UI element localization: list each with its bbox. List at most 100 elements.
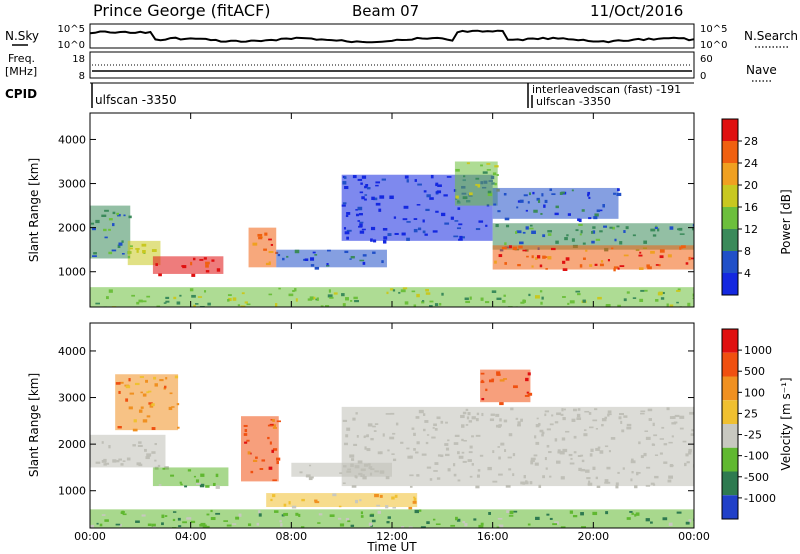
power-speckle — [567, 213, 571, 216]
velocity-speckle — [607, 414, 610, 417]
velocity-speckle — [552, 523, 558, 526]
velocity-speckle — [210, 517, 216, 521]
power-speckle — [612, 226, 615, 230]
velocity-speckle — [152, 526, 157, 528]
velocity-speckle — [270, 418, 273, 421]
velocity-colorbar — [722, 329, 738, 519]
power-speckle — [362, 261, 366, 265]
velocity-speckle — [317, 522, 321, 524]
velocity-speckle — [129, 392, 135, 395]
velocity-speckle — [548, 451, 552, 454]
power-speckle — [535, 257, 538, 260]
power-speckle — [413, 304, 417, 307]
power-speckle — [365, 184, 369, 187]
power-speckle — [227, 294, 232, 296]
power-speckle — [328, 289, 331, 293]
power-speckle — [456, 227, 462, 230]
power-speckle — [582, 299, 586, 303]
velocity-speckle — [157, 464, 161, 468]
velocity-colorbar-label: -100 — [744, 450, 769, 463]
velocity-speckle — [346, 427, 351, 431]
velocity-speckle — [557, 449, 561, 453]
power-speckle — [591, 240, 595, 244]
velocity-speckle — [151, 427, 156, 431]
power-speckle — [191, 294, 196, 298]
velocity-speckle — [508, 468, 512, 471]
power-speckle — [617, 188, 620, 192]
date-title: 11/Oct/2016 — [590, 2, 683, 20]
power-speckle — [320, 305, 324, 307]
power-speckle — [539, 290, 543, 293]
power-speckle — [244, 301, 248, 304]
power-speckle — [146, 295, 151, 298]
velocity-speckle — [663, 461, 668, 464]
power-speckle — [389, 288, 394, 291]
power-speckle — [310, 257, 315, 261]
velocity-speckle — [412, 500, 417, 504]
power-speckle — [495, 224, 499, 228]
power-speckle — [425, 292, 431, 295]
velocity-speckle — [247, 451, 251, 455]
power-speckle — [268, 293, 273, 296]
power-speckle — [577, 218, 581, 221]
velocity-speckle — [590, 448, 594, 452]
velocity-speckle — [554, 521, 559, 525]
velocity-speckle — [199, 483, 205, 488]
power-speckle — [326, 263, 329, 266]
power-speckle — [585, 249, 588, 252]
power-speckle — [619, 265, 625, 268]
power-speckle — [565, 257, 570, 261]
power-speckle — [382, 227, 388, 231]
power-colorbar-band — [722, 163, 738, 185]
power-speckle — [658, 291, 663, 295]
power-speckle — [237, 304, 241, 307]
velocity-speckle — [477, 469, 481, 472]
power-y-tick-label: 4000 — [58, 133, 86, 146]
velocity-speckle — [126, 457, 131, 461]
velocity-speckle — [517, 424, 521, 427]
velocity-speckle — [634, 513, 637, 517]
velocity-speckle — [162, 467, 166, 470]
power-speckle — [228, 297, 232, 302]
power-speckle — [503, 192, 507, 196]
power-speckle — [344, 250, 349, 254]
velocity-speckle — [414, 509, 420, 514]
velocity-speckle — [533, 454, 538, 457]
velocity-speckle — [351, 485, 357, 488]
power-speckle — [313, 296, 316, 300]
power-speckle — [406, 237, 410, 241]
power-speckle — [346, 236, 349, 240]
freq-tick-top: 18 — [72, 54, 85, 65]
power-speckle — [554, 212, 559, 216]
velocity-speckle — [617, 471, 620, 474]
velocity-speckle — [273, 424, 276, 428]
velocity-speckle — [542, 475, 545, 479]
velocity-region-1 — [90, 434, 166, 468]
velocity-speckle — [117, 425, 122, 429]
velocity-speckle — [461, 451, 465, 454]
power-colorbar-band — [722, 229, 738, 251]
velocity-speckle — [165, 377, 168, 380]
power-speckle — [512, 246, 517, 251]
velocity-speckle — [205, 485, 210, 488]
velocity-speckle — [244, 441, 248, 444]
power-speckle — [528, 293, 531, 297]
power-speckle — [314, 266, 320, 270]
velocity-speckle — [604, 479, 609, 483]
velocity-speckle — [138, 409, 143, 413]
velocity-speckle — [549, 475, 552, 478]
power-speckle — [129, 247, 133, 250]
power-region-4 — [248, 227, 277, 268]
velocity-speckle — [95, 461, 101, 464]
power-speckle — [355, 209, 359, 211]
velocity-speckle — [101, 514, 106, 516]
velocity-speckle — [119, 381, 124, 384]
power-speckle — [692, 297, 694, 300]
power-speckle — [676, 290, 681, 292]
velocity-speckle — [689, 411, 694, 415]
velocity-speckle — [619, 413, 625, 416]
x-axis-label: Time UT — [366, 540, 417, 554]
velocity-speckle — [498, 524, 504, 528]
power-speckle — [95, 219, 100, 224]
power-speckle — [494, 182, 497, 186]
